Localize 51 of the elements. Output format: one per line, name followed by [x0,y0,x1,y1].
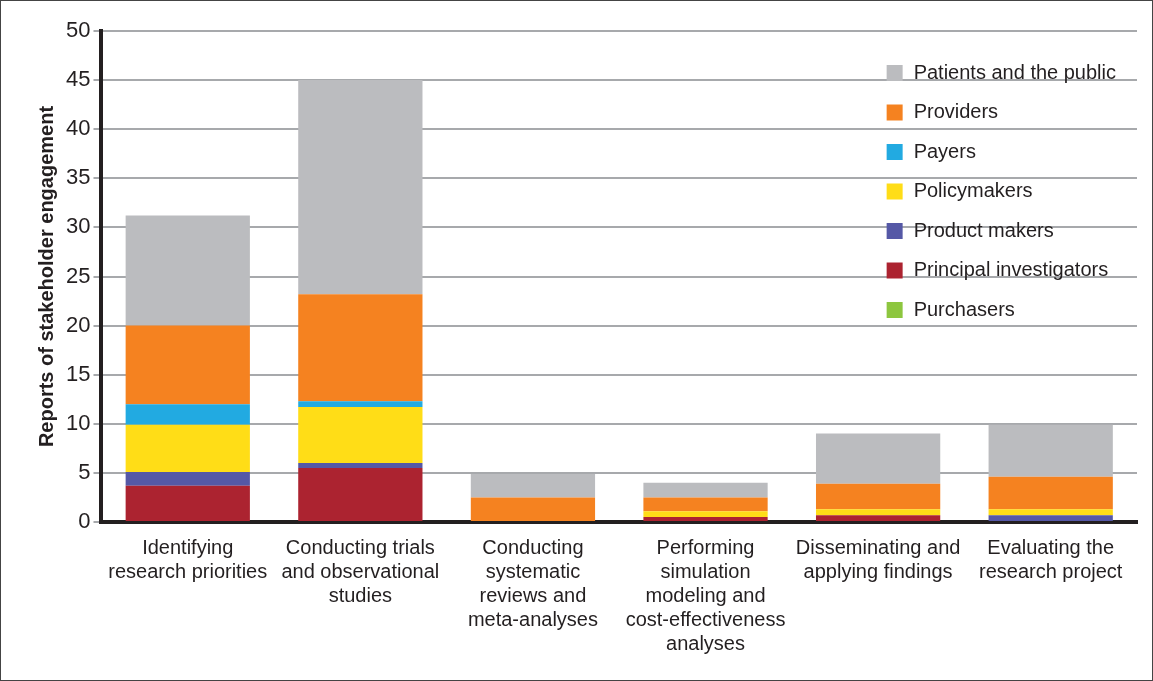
bar [298,294,423,402]
bar [988,515,1113,521]
x-tick-label: Evaluating the research project [979,535,1123,582]
bar [470,497,596,521]
bar [988,509,1113,516]
y-axis-title: Reports of stakeholder engagement [34,105,57,448]
bar [125,325,250,405]
bar [988,424,1113,477]
bar [815,483,941,510]
bar [643,497,768,512]
y-tick-label: 5 [78,458,91,484]
y-tick-label: 25 [65,262,91,288]
y-tick-label: 35 [65,164,91,190]
legend-label: Payers [913,139,976,162]
x-tick-label: Identifying research priorities [108,535,268,582]
bar [125,404,250,425]
bar [643,482,768,498]
y-tick-label: 45 [65,66,91,92]
y-tick-label: 20 [65,311,91,337]
x-tick-label: Disseminating and applying findings [795,535,961,582]
bar [643,517,768,521]
bar [298,463,423,468]
y-tick-label: 30 [65,213,91,239]
bar [643,511,768,518]
legend-label: Product makers [913,218,1054,241]
y-tick-label: 15 [65,360,91,386]
bar [298,401,423,408]
legend-label: Policymakers [913,179,1033,202]
y-tick-label: 10 [65,409,91,435]
y-tick-label: 0 [78,508,91,534]
x-tick-label: Performing simulation modeling and cost-effectiveness analyses [625,535,786,654]
legend-label: Principal investigators [913,258,1109,281]
bar [125,215,250,326]
bar [470,473,596,498]
legend-label: Patients and the public [913,60,1117,83]
bar [125,424,250,472]
bar [298,467,423,521]
bar [125,485,250,521]
bar [298,407,423,464]
legend-label: Providers [913,100,999,123]
y-tick-label: 50 [65,17,91,43]
bar [815,509,941,516]
y-tick-label: 40 [65,115,91,141]
legend-label: Purchasers [913,297,1015,320]
bar [125,471,250,486]
bar [988,476,1113,510]
bar [815,515,941,521]
x-tick-label: Conducting trials and observational studies [281,535,440,606]
bar [815,433,941,484]
bar [298,80,423,295]
x-tick-label: Conducting systematic reviews and meta-analyses [467,535,598,630]
